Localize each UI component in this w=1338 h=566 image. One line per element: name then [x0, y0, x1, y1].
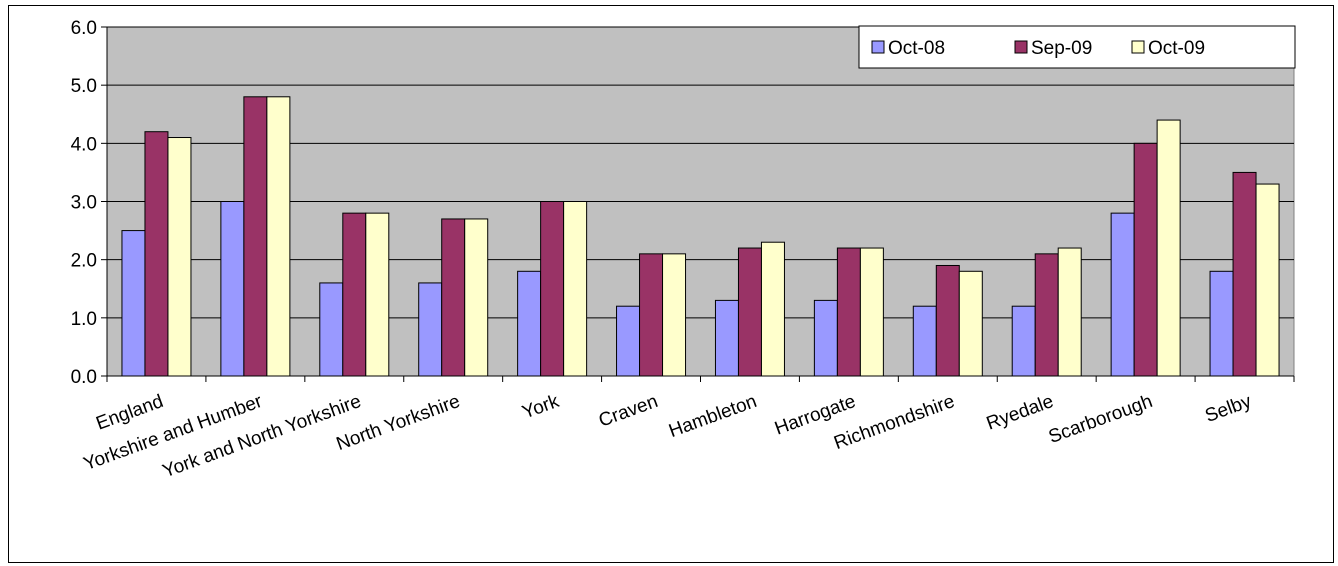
x-tick-label: Hambleton [666, 391, 760, 442]
x-tick-label: Scarborough [1046, 391, 1155, 448]
bar [517, 270, 542, 377]
legend-label: Oct-09 [1148, 38, 1205, 59]
bar [540, 201, 565, 377]
bar [662, 253, 687, 377]
y-tick-label: 5.0 [71, 76, 97, 97]
bar [441, 218, 466, 377]
y-tick-label: 1.0 [71, 309, 97, 330]
legend: Oct-08 Sep-09 Oct-09 [858, 25, 1296, 69]
bar [714, 299, 739, 377]
y-tick-label: 4.0 [71, 134, 97, 155]
bar [616, 305, 641, 377]
bar [1255, 183, 1280, 377]
bar [1232, 171, 1257, 377]
bar [813, 299, 838, 377]
legend-label: Sep-09 [1031, 38, 1092, 59]
bar [639, 253, 664, 377]
y-tick-label: 6.0 [71, 18, 97, 39]
bar [836, 247, 861, 377]
legend-label: Oct-08 [888, 38, 945, 59]
legend-swatch [1131, 40, 1145, 54]
x-tick-label: Selby [1202, 391, 1254, 427]
y-tick-label: 2.0 [71, 251, 97, 272]
bar [365, 212, 390, 377]
bar [144, 131, 169, 377]
axes [101, 26, 1295, 382]
bar [958, 270, 983, 377]
bar [167, 137, 192, 377]
bar [737, 247, 762, 377]
y-tick-label: 0.0 [71, 367, 97, 388]
bar [1133, 142, 1158, 377]
y-tick-label: 3.0 [71, 193, 97, 214]
bar [266, 96, 291, 377]
bar [1011, 305, 1036, 377]
legend-box [858, 25, 1296, 69]
bar [243, 96, 268, 377]
bar [342, 212, 367, 377]
bars [121, 96, 1280, 377]
bar [1209, 270, 1234, 377]
bar [1057, 247, 1082, 377]
x-tick-label: York [520, 391, 563, 424]
bar [912, 305, 937, 377]
y-tick-labels: 0.0 1.0 2.0 3.0 4.0 5.0 6.0 [71, 18, 97, 388]
bar [859, 247, 884, 377]
bar [1110, 212, 1135, 377]
legend-swatch [1014, 40, 1028, 54]
bar [121, 230, 146, 377]
legend-swatch [871, 40, 885, 54]
bar [563, 201, 588, 377]
x-tick-label: Craven [596, 391, 661, 432]
gridlines [107, 26, 1294, 319]
bar [418, 282, 443, 377]
bar [760, 241, 785, 377]
bar [464, 218, 489, 377]
bar [935, 264, 960, 377]
bar [1156, 119, 1181, 377]
bar [1034, 253, 1059, 377]
bar [220, 201, 245, 377]
bar [319, 282, 344, 377]
